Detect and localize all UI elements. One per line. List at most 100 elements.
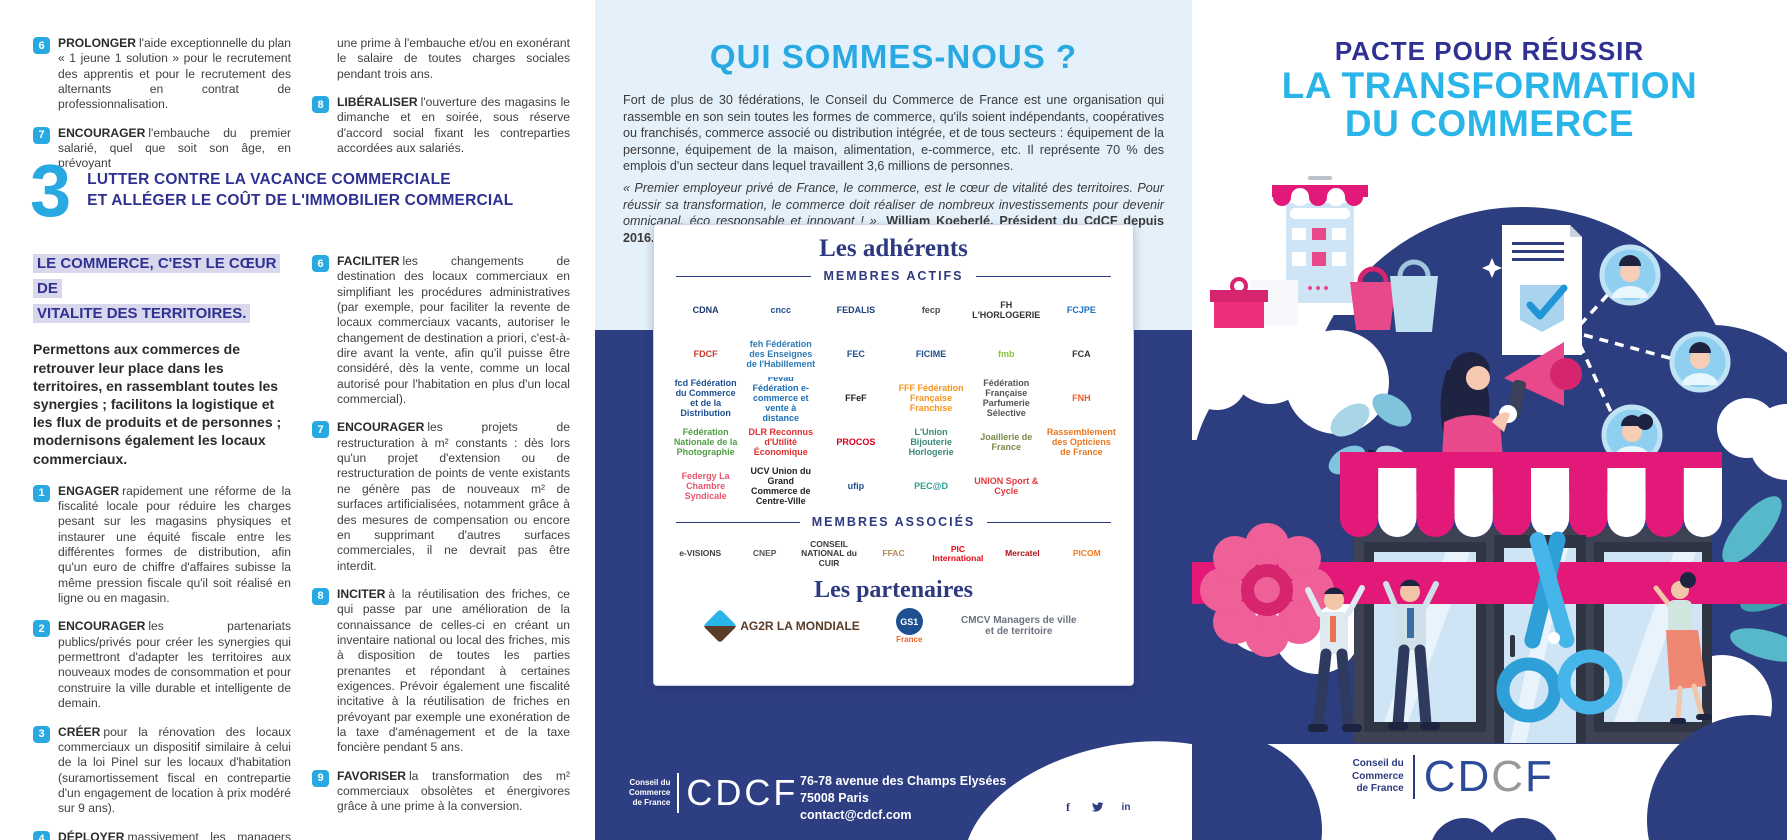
measure-item-6: 6 PROLONGER l'aide exceptionnelle du plan…	[33, 36, 291, 113]
cdcf-wordmark: CDCF	[1423, 752, 1554, 801]
who-are-we-heading: QUI SOMMES-NOUS ?	[709, 38, 1078, 75]
section-3-heading: 3 LUTTER CONTRE LA VACANCE COMMERCIALE E…	[30, 154, 575, 228]
member-logo: Fédération Nationale de la Photographie	[673, 427, 738, 457]
smartphone-shop	[1272, 170, 1368, 315]
member-logo: L'Union Bijouterie Horlogerie	[908, 427, 954, 457]
who-are-we-paragraph: Fort de plus de 30 fédérations, le Conse…	[623, 93, 1164, 174]
member-logo: FFF Fédération Française Franchise	[898, 383, 964, 413]
item-number-badge: 8	[312, 96, 329, 114]
divider-line	[987, 521, 1112, 523]
facebook-icon[interactable]: f	[1057, 796, 1079, 818]
member-logo: DLR Reconnus d'Utilité Économique	[748, 427, 813, 457]
item-text: CRÉER pour la rénovation des locaux comme…	[58, 724, 291, 816]
cdcf-logo-smalltext: Conseil du Commerce de France	[629, 778, 671, 807]
item-text: FAVORISER la transformation des m² commer…	[337, 768, 570, 814]
member-logo: fecp	[921, 305, 941, 316]
members-card: Les adhérents MEMBRES ACTIFS CDNA cncc F…	[653, 224, 1134, 686]
associate-members-logo-grid: e-VISIONS CNEP CONSEIL NATIONAL du CUIR …	[668, 535, 1119, 573]
partners-row: AG2R LA MONDIALE GS1 France CMCV Manager…	[668, 608, 1119, 644]
section-title: LUTTER CONTRE LA VACANCE COMMERCIALE ET …	[87, 171, 514, 210]
cover-title-line2: LA TRANSFORMATION DU COMMERCE	[1281, 65, 1698, 145]
left-main-col1: LE COMMERCE, C'EST LE CŒUR DE VITALITE D…	[33, 252, 291, 840]
member-logo: UCV Union du Grand Commerce de Centre-Vi…	[750, 466, 811, 506]
contact-email[interactable]: contact@cdcf.com	[800, 807, 912, 822]
item-number-badge: 7	[33, 126, 50, 144]
ribbon-flower	[1200, 523, 1334, 657]
pact-document	[1502, 225, 1582, 355]
address-line: 75008 Paris	[800, 790, 869, 805]
measure-item-7: 7 ENCOURAGER l'embauche du premier salari…	[33, 126, 291, 172]
intro-paragraph: Permettons aux commerces de retrouver le…	[33, 341, 282, 467]
partner-logo-cmcv: CMCV Managers de ville et de territoire	[960, 615, 1077, 637]
item-text: ENCOURAGER les projets de restructuration…	[337, 420, 570, 573]
man-right	[1383, 579, 1440, 730]
shelf-items	[1292, 228, 1346, 290]
adherents-title: Les adhérents	[819, 235, 968, 262]
item-number-badge: 6	[312, 255, 329, 272]
cover-title: PACTE POUR RÉUSSIR LA TRANSFORMATION DU …	[1192, 36, 1787, 144]
item-text: INCITER à la réutilisation des friches, c…	[337, 586, 570, 755]
item-number-badge: 3	[33, 725, 50, 743]
member-logo: PEC@D	[914, 481, 948, 492]
member-logo: PICOM	[1072, 548, 1101, 559]
item-number-badge: 7	[312, 421, 329, 439]
bottom-band	[1192, 715, 1787, 840]
item-text: LIBÉRALISER l'ouverture des magasins le d…	[337, 95, 570, 156]
member-logo: Fédération Française Parfumerie Sélectiv…	[982, 378, 1030, 418]
network-connectors	[1578, 288, 1678, 426]
member-logo: fcd Fédération du Commerce et de la Dist…	[674, 378, 737, 418]
left-top-col1: 6 PROLONGER l'aide exceptionnelle du plan…	[33, 36, 291, 185]
member-logo: CONSEIL NATIONAL du CUIR	[801, 538, 857, 568]
member-logo: CDNA	[692, 305, 719, 316]
member-logo: FICIME	[915, 349, 947, 360]
member-logo: UNION Sport & Cycle	[974, 476, 1039, 496]
linkedin-icon[interactable]: in	[1115, 796, 1137, 818]
member-logo: FCJPE	[1066, 305, 1096, 316]
partner-logo-gs1: GS1 France	[895, 608, 923, 644]
website-url[interactable]: www.cdcf.com	[1053, 773, 1154, 789]
logo-divider-bar	[677, 773, 680, 813]
member-logo: e-VISIONS	[679, 548, 722, 559]
man-left	[1305, 585, 1365, 732]
item-text: ENCOURAGER les partenariats publics/privé…	[58, 619, 291, 711]
cdcf-logo-smalltext: Conseil du Commerce de France	[1352, 758, 1404, 795]
store-awning	[1340, 452, 1722, 538]
scissors-icon	[1496, 531, 1623, 723]
measure-item-7b: 7 ENCOURAGER les projets de restructurati…	[312, 420, 570, 573]
megaphone	[1492, 342, 1582, 432]
left-top-col2: une prime à l'embauche et/ou en exonéran…	[312, 36, 570, 169]
item-7-continuation: une prime à l'embauche et/ou en exonéran…	[337, 36, 570, 81]
item-number-badge: 1	[33, 484, 50, 502]
social-icons: f in	[1057, 796, 1137, 818]
item-number-badge: 6	[33, 37, 50, 54]
member-logo: fmb	[997, 349, 1015, 360]
measure-item-8: 8 LIBÉRALISER l'ouverture des magasins le…	[312, 95, 570, 156]
divider-line	[975, 275, 1112, 277]
measure-item-3: 3 CRÉER pour la rénovation des locaux com…	[33, 725, 291, 817]
left-panel: 6 PROLONGER l'aide exceptionnelle du plan…	[0, 0, 595, 840]
associate-members-divider: MEMBRES ASSOCIÉS	[676, 515, 1112, 529]
item-number-badge: 8	[312, 587, 329, 605]
address-block: 76-78 avenue des Champs Elysées 75008 Pa…	[800, 773, 1006, 824]
avatar-2	[1669, 331, 1731, 393]
member-logo: FNH	[1072, 393, 1091, 404]
measure-item-2: 2 ENCOURAGER les partenariats publics/pri…	[33, 619, 291, 711]
measure-item-1: 1 ENGAGER rapidement une réforme de la fi…	[33, 484, 291, 607]
member-logo: Mercatel	[1005, 548, 1040, 559]
item-text: ENGAGER rapidement une réforme de la fisc…	[58, 483, 291, 606]
logo-divider-bar	[1412, 755, 1415, 799]
member-logo: cncc	[770, 305, 791, 316]
member-logo: Fevad Fédération e-commerce et vente à d…	[752, 377, 809, 421]
shopping-bags	[1350, 259, 1438, 332]
member-logo: FH L'HORLOGERIE	[972, 300, 1041, 320]
measure-item-6b: 6 FACILITER les changements de destinatio…	[312, 254, 570, 407]
item-text: PROLONGER l'aide exceptionnelle du plan «…	[58, 36, 291, 112]
member-logo: FDCF	[693, 349, 718, 360]
left-main-col2: 6 FACILITER les changements de destinatio…	[312, 254, 570, 828]
right-panel: PACTE POUR RÉUSSIR LA TRANSFORMATION DU …	[1192, 0, 1787, 840]
twitter-icon[interactable]	[1086, 796, 1108, 818]
item-number-badge: 4	[33, 830, 50, 840]
